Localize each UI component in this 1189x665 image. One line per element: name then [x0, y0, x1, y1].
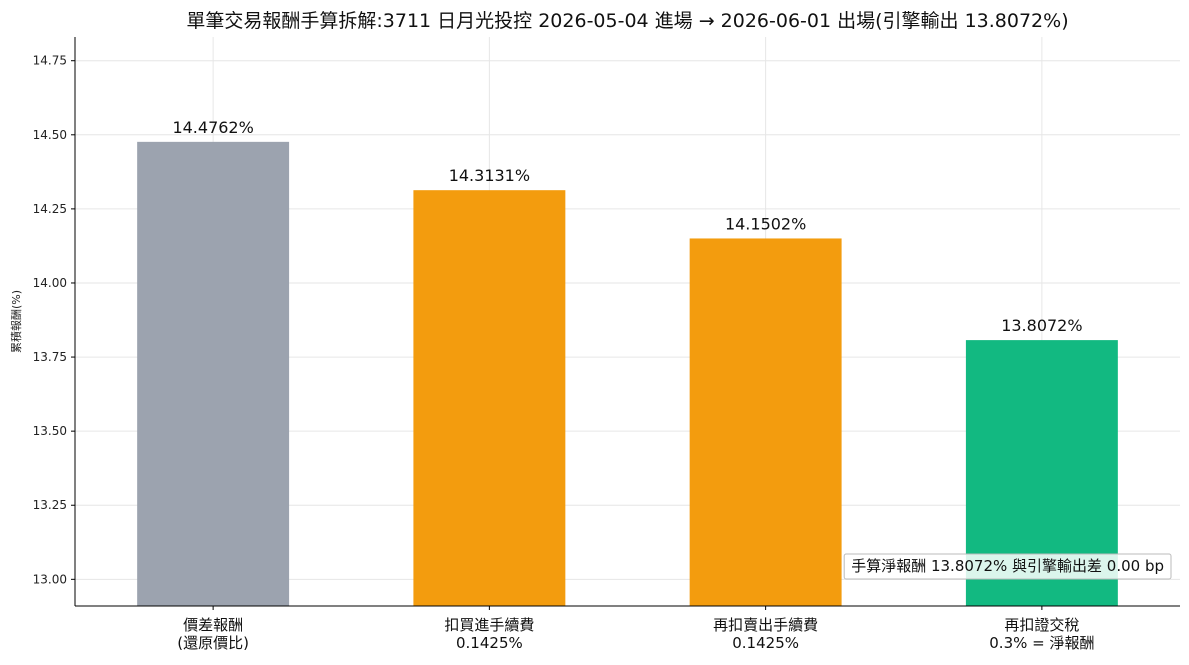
bars [137, 141, 1118, 607]
labels: 13.00 13.25 13.50 13.75 14.00 14.25 14.50 14.75… [33, 54, 1095, 652]
x-tick-label-line: 再扣賣出手續費 [713, 616, 818, 634]
bar [137, 141, 290, 606]
chart-title: 單筆交易報酬手算拆解:3711 日月光投控 2026-05-04 進場 → 20… [186, 10, 1068, 32]
annotation: 手算淨報酬 13.8072% 與引擎輸出差 0.00 bp [843, 553, 1172, 580]
x-tick-label-line: 價差報酬 [183, 616, 243, 634]
x-tick-label: 再扣證交稅 0.3% = 淨報酬 [989, 616, 1094, 652]
y-tick-label: 14.25 [33, 202, 67, 216]
x-tick-label: 扣買進手續費 0.1425% [444, 616, 534, 652]
x-tick-label-line: (還原價比) [177, 634, 249, 652]
x-tick-label-line: 0.1425% [732, 634, 799, 652]
y-tick-label: 13.00 [33, 572, 67, 586]
y-axis-label: 累積報酬(%) [9, 290, 23, 353]
y-tick-label: 14.50 [33, 128, 67, 142]
x-tick-label-line: 再扣證交稅 [1004, 616, 1079, 634]
y-tick-label: 14.00 [33, 276, 67, 290]
x-tick-label-line: 0.1425% [456, 634, 523, 652]
bar-value-label: 14.1502% [725, 214, 806, 233]
bar-value-label: 14.3131% [449, 166, 530, 185]
annotation-box [843, 553, 1172, 580]
bar-value-label: 14.4762% [172, 118, 253, 137]
x-tick-label-line: 扣買進手續費 [444, 616, 534, 634]
x-tick-label: 再扣賣出手續費 0.1425% [713, 616, 818, 652]
y-tick-label: 13.75 [33, 350, 67, 364]
axes [71, 37, 1180, 610]
bar [689, 238, 842, 607]
bar-value-label: 13.8072% [1001, 316, 1082, 335]
bar [413, 190, 566, 606]
x-tick-label-line: 0.3% = 淨報酬 [989, 634, 1094, 652]
y-tick-label: 14.75 [33, 54, 67, 68]
x-tick-label: 價差報酬(還原價比) [177, 616, 249, 652]
y-tick-label: 13.50 [33, 424, 67, 438]
y-tick-label: 13.25 [33, 498, 67, 512]
annotation-text: 手算淨報酬 13.8072% 與引擎輸出差 0.00 bp [851, 557, 1164, 575]
